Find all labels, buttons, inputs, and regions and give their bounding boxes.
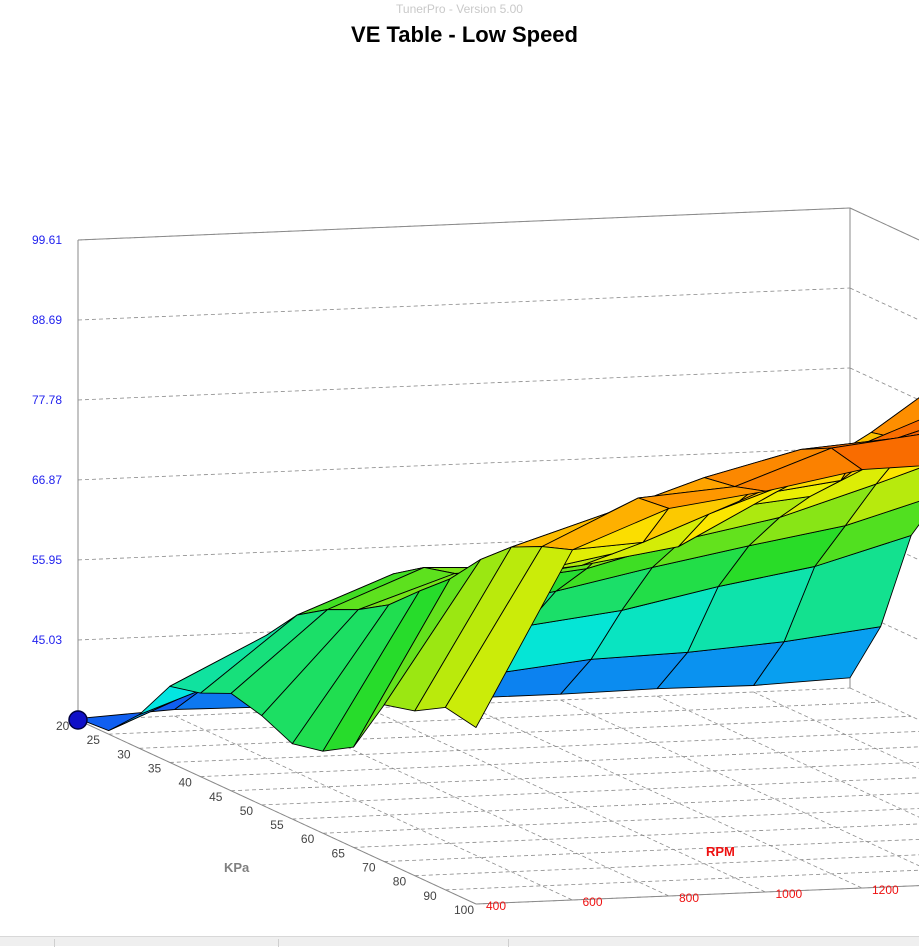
value-tick-label: 99.61 (32, 233, 62, 247)
floor-grid-line (384, 830, 919, 862)
kpa-tick-label: 65 (332, 846, 346, 860)
kpa-tick-label: 45 (209, 790, 223, 804)
kpa-tick-label: 90 (423, 889, 437, 903)
rpm-tick-label: 1000 (776, 887, 803, 901)
floor-grid-line (139, 716, 911, 748)
floor-grid-line (200, 745, 919, 777)
kpa-tick-label: 80 (393, 875, 407, 889)
kpa-tick-label: 50 (240, 804, 254, 818)
rpm-tick-label: 400 (486, 899, 506, 913)
value-tick-label: 55.95 (32, 553, 62, 567)
floor-grid-line (262, 773, 919, 805)
rpm-tick-label: 1200 (872, 883, 899, 897)
rpm-tick-label: 800 (679, 891, 699, 905)
cursor-marker[interactable] (69, 711, 87, 729)
wall-grid-line (78, 368, 850, 400)
value-tick-label: 88.69 (32, 313, 62, 327)
box-edge (78, 720, 476, 904)
rpm-axis-label: RPM (706, 844, 735, 859)
kpa-tick-label: 30 (117, 747, 131, 761)
kpa-tick-label: 35 (148, 761, 162, 775)
status-bar (0, 936, 919, 946)
floor-grid-line (231, 759, 919, 791)
wall-grid-line (78, 288, 850, 320)
kpa-tick-label: 25 (87, 733, 101, 747)
kpa-tick-label: 55 (270, 818, 284, 832)
kpa-axis-label: KPa (224, 860, 250, 875)
floor-grid-line (368, 708, 766, 892)
value-tick-label: 66.87 (32, 473, 62, 487)
value-tick-label: 45.03 (32, 633, 62, 647)
kpa-tick-label: 20 (56, 719, 70, 733)
app-watermark: TunerPro - Version 5.00 (0, 2, 919, 16)
chart-title: VE Table - Low Speed (0, 22, 919, 48)
kpa-tick-label: 70 (362, 861, 376, 875)
floor-grid-line (561, 700, 919, 884)
floor-grid-line (850, 688, 919, 872)
floor-grid-line (754, 692, 919, 876)
kpa-tick-label: 40 (178, 776, 192, 790)
value-tick-label: 77.78 (32, 393, 62, 407)
box-edge (78, 208, 850, 240)
floor-grid-line (464, 704, 862, 888)
floor-grid-line (170, 730, 919, 762)
floor-grid-line (445, 858, 919, 890)
kpa-tick-label: 60 (301, 832, 315, 846)
floor-grid-line (323, 801, 919, 833)
floor-grid-line (415, 844, 919, 876)
floor-grid-line (657, 696, 919, 880)
box-edge (850, 208, 919, 392)
rpm-tick-label: 600 (583, 895, 603, 909)
kpa-tick-label: 100 (454, 903, 474, 917)
